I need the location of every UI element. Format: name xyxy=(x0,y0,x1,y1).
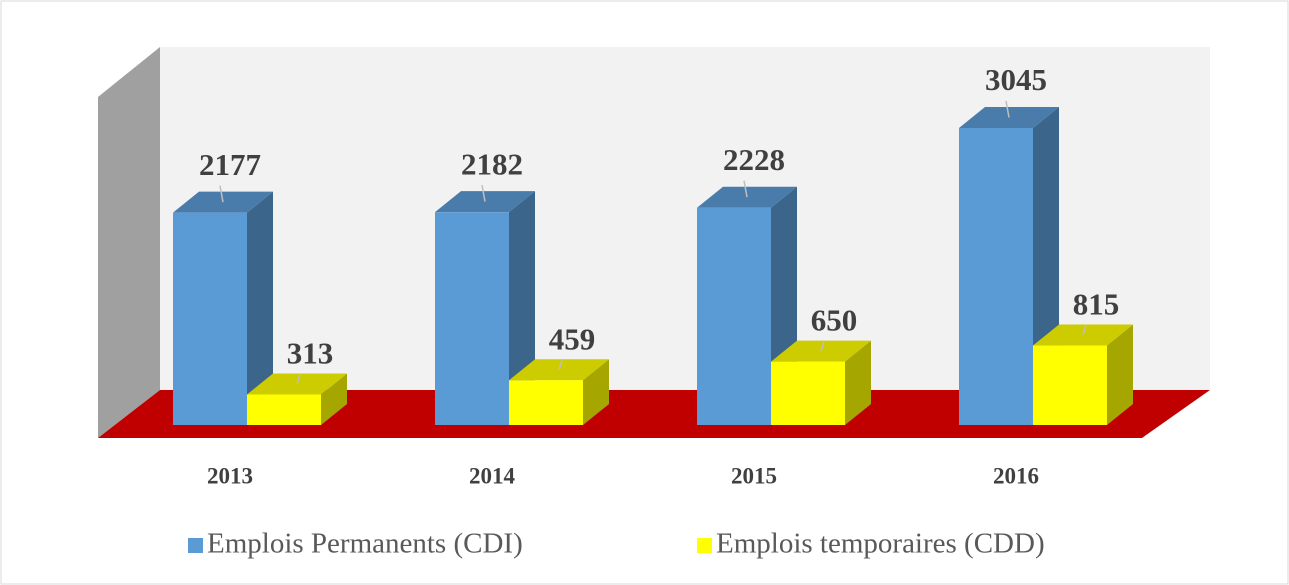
leader-line xyxy=(296,374,301,385)
bar-side xyxy=(321,373,347,425)
legend-swatch xyxy=(188,538,203,553)
bar-side xyxy=(1107,324,1133,425)
bar xyxy=(697,207,771,425)
bar xyxy=(173,212,247,425)
legend-label: Emplois temporaires (CDD) xyxy=(716,528,1045,560)
bar xyxy=(771,361,845,425)
value-label: 459 xyxy=(549,321,596,356)
side-wall xyxy=(98,47,160,438)
leader-line xyxy=(1082,325,1087,336)
x-tick-label: 2016 xyxy=(993,463,1039,488)
value-label: 3045 xyxy=(985,62,1047,97)
leader-line xyxy=(219,185,224,203)
bar-side xyxy=(247,191,273,425)
value-label: 2182 xyxy=(461,146,523,181)
bar xyxy=(509,380,583,425)
bar xyxy=(959,128,1033,425)
back-wall xyxy=(160,47,1210,390)
leader-line xyxy=(820,341,825,352)
value-label: 2228 xyxy=(723,142,785,177)
value-label: 2177 xyxy=(199,147,261,182)
floor xyxy=(98,390,1210,438)
leader-line xyxy=(481,185,486,202)
value-label: 815 xyxy=(1073,287,1120,322)
x-tick-label: 2014 xyxy=(469,463,516,488)
leader-line xyxy=(1005,100,1010,118)
bar-side xyxy=(845,340,871,425)
leader-line xyxy=(743,180,748,198)
bar xyxy=(435,212,509,425)
x-tick-label: 2013 xyxy=(207,463,253,488)
x-tick-label: 2015 xyxy=(731,463,777,488)
bar xyxy=(247,394,321,425)
bar-side xyxy=(583,359,609,425)
value-label: 650 xyxy=(811,303,858,338)
bar xyxy=(1033,345,1107,425)
legend-swatch xyxy=(697,538,712,553)
legend-label: Emplois Permanents (CDI) xyxy=(207,528,523,560)
leader-line xyxy=(558,360,563,370)
value-label: 313 xyxy=(287,336,334,371)
